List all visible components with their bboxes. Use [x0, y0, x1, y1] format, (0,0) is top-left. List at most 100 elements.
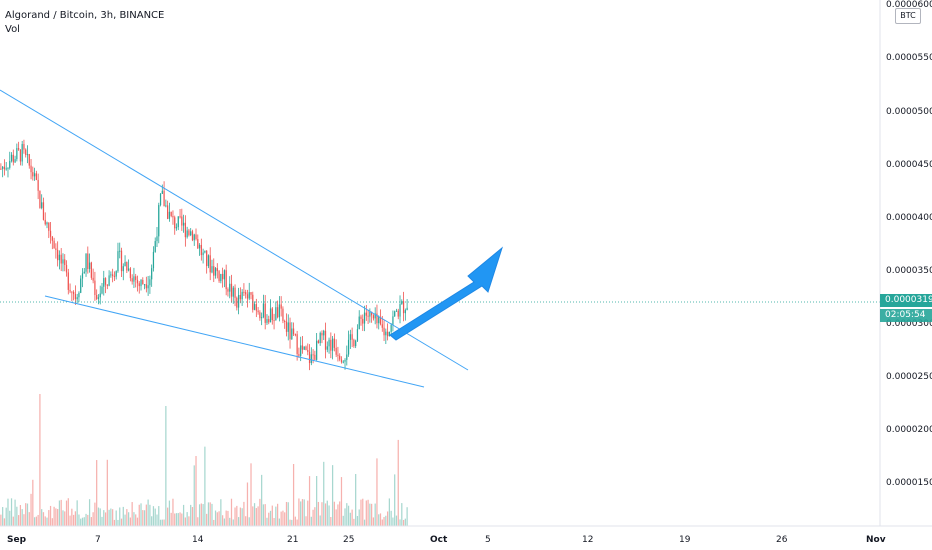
candle-body [223, 270, 226, 280]
candle-body [159, 193, 162, 206]
volume-bar [117, 519, 119, 526]
volume-bar [216, 512, 218, 526]
candle-body [214, 268, 217, 276]
upper-trendline[interactable] [0, 89, 469, 371]
volume-bar [49, 505, 52, 526]
volume-bar [268, 512, 270, 526]
volume-label[interactable]: Vol [5, 24, 20, 35]
candle-body [264, 303, 266, 323]
volume-bar [324, 503, 327, 526]
candle-body [14, 159, 16, 163]
candle-body [255, 304, 257, 311]
candle-body [287, 322, 289, 332]
candle-body [33, 173, 36, 177]
candle-body [181, 216, 183, 226]
lower-trendline[interactable] [44, 295, 425, 388]
volume-bar [360, 499, 362, 526]
volume-bar [158, 506, 160, 526]
candle-body [399, 304, 401, 317]
breakout-arrow[interactable] [389, 246, 503, 341]
volume-bar [195, 456, 197, 526]
candle-body [292, 328, 295, 335]
candle-body [55, 248, 57, 250]
candle-body [62, 259, 64, 264]
candle-body [273, 320, 275, 322]
volume-bar [211, 503, 213, 526]
volume-bar [165, 406, 167, 526]
volume-bar [127, 512, 130, 526]
volume-bar [330, 517, 332, 526]
volume-bar [197, 517, 199, 526]
volume-bar [14, 499, 16, 526]
volume-bar [133, 512, 135, 526]
volume-bar [227, 510, 229, 526]
volume-bar [115, 510, 117, 526]
volume-bar [175, 513, 178, 526]
date-tick-label: 26 [776, 535, 788, 545]
volume-bar [74, 511, 77, 526]
candle-body [71, 291, 73, 293]
volume-bar [190, 504, 192, 526]
volume-bar [308, 476, 311, 526]
candle-body [241, 291, 243, 300]
candle-body [174, 217, 176, 229]
candle-body [284, 320, 286, 322]
volume-bar [362, 498, 364, 526]
volume-bar [241, 508, 243, 526]
candle-body [204, 250, 206, 253]
date-tick-label: 21 [287, 535, 298, 545]
candle-body [261, 317, 263, 319]
candle-body [90, 262, 92, 278]
candle-body [365, 312, 367, 316]
candle-body [328, 339, 330, 347]
volume-bar [292, 464, 295, 526]
volume-bar [172, 498, 174, 526]
volume-bar [266, 517, 268, 526]
symbol-title[interactable]: Algorand / Bitcoin, 3h, BINANCE [5, 10, 165, 21]
volume-bar [209, 502, 211, 526]
volume-bar [120, 518, 123, 526]
candle-body [200, 244, 202, 256]
candle-body [170, 211, 172, 216]
candle-body [147, 285, 149, 289]
candle-body [46, 222, 48, 225]
volume-bar [23, 514, 25, 526]
volume-bar [83, 517, 85, 526]
volume-bar [340, 477, 343, 526]
candle-body [392, 316, 394, 326]
candle-body [298, 353, 300, 356]
date-tick-label: 5 [485, 535, 491, 545]
volume-bar [399, 519, 401, 526]
candle-body [213, 266, 215, 276]
time-axis[interactable]: Sep 7 14 21 25 Oct 5 12 19 26 Nov [7, 535, 886, 545]
volume-bar [275, 506, 277, 526]
candle-body [232, 287, 234, 297]
volume-bar [376, 458, 378, 526]
volume-bar [230, 498, 233, 526]
volume-bar [385, 515, 387, 526]
candle-body [353, 339, 355, 347]
candle-body [76, 297, 78, 300]
candle-body [342, 361, 344, 363]
volume-bar [113, 519, 116, 526]
candle-body [136, 279, 139, 284]
volume-bar [284, 512, 286, 526]
candle-body [262, 303, 265, 318]
candle-body [330, 339, 332, 351]
candle-body [406, 307, 408, 311]
candle-body [41, 202, 43, 208]
candle-body [372, 315, 375, 319]
volume-bar [179, 512, 181, 526]
volume-bar [280, 511, 282, 526]
volume-bar [12, 516, 14, 526]
currency-unit-badge[interactable]: BTC [895, 8, 921, 24]
candle-body [367, 315, 369, 317]
volume-bar [19, 505, 22, 526]
